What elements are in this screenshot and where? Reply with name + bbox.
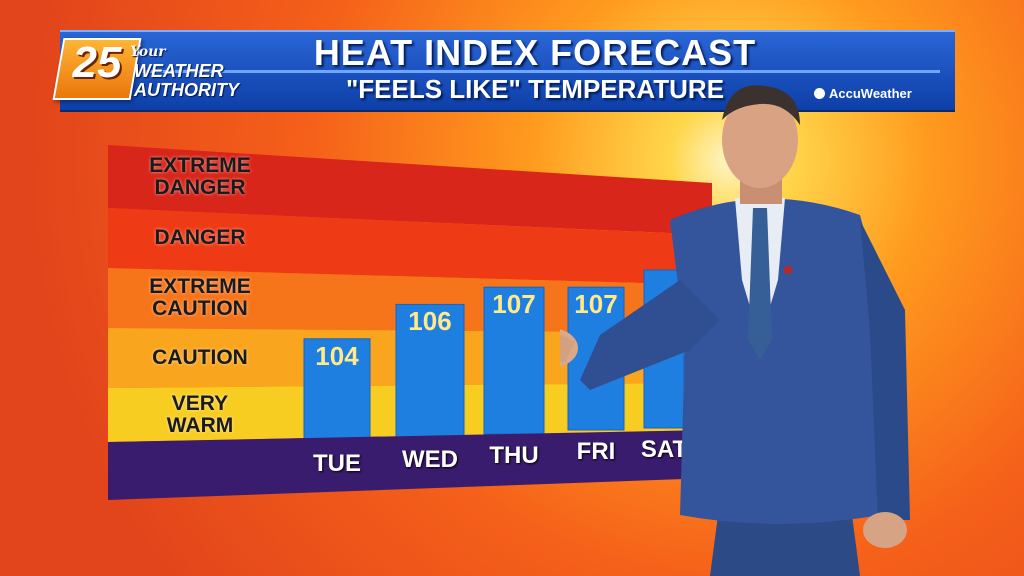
header-divider	[140, 70, 940, 73]
x-tick-label-thu: THU	[489, 442, 539, 469]
band-label: EXTREME DANGER	[100, 153, 300, 199]
band-label-line: CAUTION	[152, 297, 248, 320]
band-label-line: VERY	[171, 392, 229, 415]
x-tick-label-fri: FRI	[576, 438, 616, 465]
value-label-fri: 107	[574, 289, 618, 320]
band-extreme-caution	[108, 268, 712, 333]
x-tick-label-wed: WED	[402, 446, 458, 473]
bar-thu	[483, 286, 545, 435]
logo-authority-text: AUTHORITY	[134, 80, 239, 100]
x-axis-band	[108, 430, 712, 500]
band-label-line: CAUTION	[152, 346, 248, 369]
band-label: VERY WARM	[100, 393, 300, 437]
bar-wed	[395, 303, 465, 439]
x-tick-label-sat: SAT	[640, 436, 688, 463]
band-label: DANGER	[100, 227, 300, 249]
band-label: CAUTION	[100, 347, 300, 369]
station-logo-number: 25	[72, 38, 122, 87]
x-tick-label-tue: TUE	[313, 450, 361, 477]
band-label-line: EXTREME	[149, 153, 251, 177]
value-label-wed: 106	[408, 306, 452, 337]
bar-tue	[303, 338, 371, 443]
band-danger	[108, 208, 712, 285]
presenter-figure	[560, 85, 910, 576]
logo-weather-text: WEATHER	[134, 61, 224, 81]
band-label-line: WARM	[166, 414, 234, 437]
band-label-line: DANGER	[154, 175, 246, 199]
logo-your-text: Your	[130, 44, 166, 60]
page-subtitle: "FEELS LIKE" TEMPERATURE	[345, 74, 725, 104]
accuweather-logo-text: AccuWeather	[829, 86, 912, 101]
value-label-thu: 107	[492, 289, 536, 320]
page-title: HEAT INDEX FORECAST	[313, 32, 757, 73]
band-label-line: DANGER	[154, 226, 246, 249]
band-label: EXTREME CAUTION	[100, 276, 300, 320]
accuweather-sun-icon	[814, 88, 825, 99]
band-extreme-danger	[108, 145, 712, 235]
value-label-tue: 104	[315, 340, 359, 371]
band-label-line: EXTREME	[149, 275, 251, 298]
